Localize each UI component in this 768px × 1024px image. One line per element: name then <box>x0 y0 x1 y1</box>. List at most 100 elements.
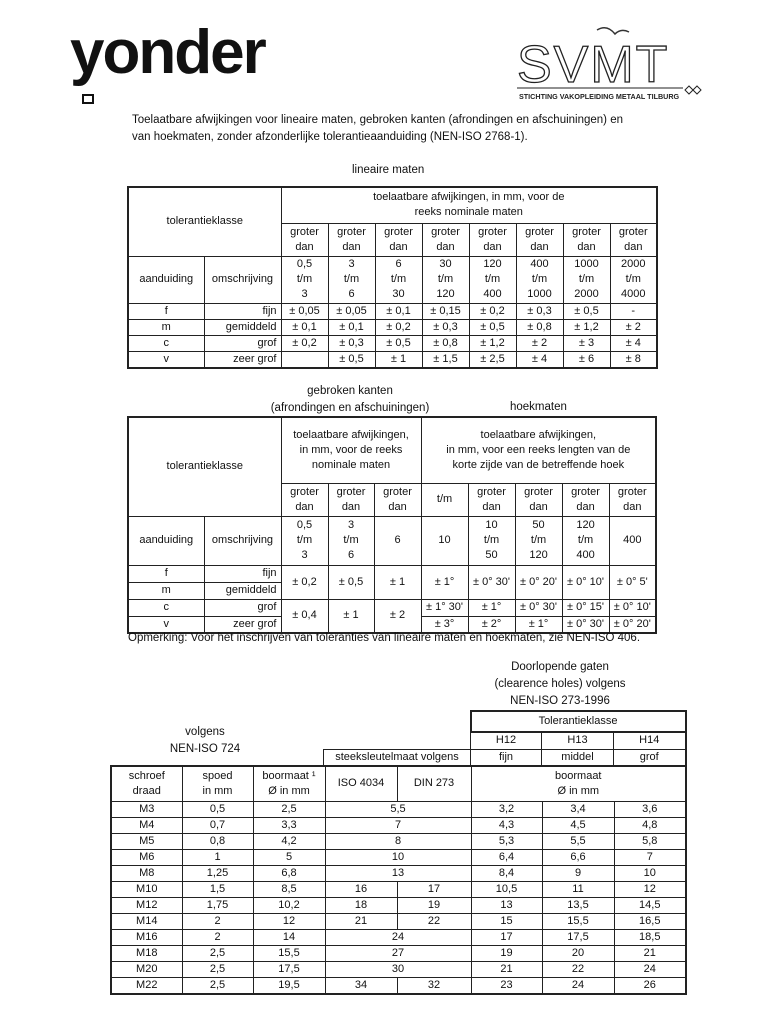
table-cell: 5,5 <box>324 800 472 818</box>
table-cell: 0,7 <box>181 816 254 834</box>
cell-text: 1,25 <box>206 866 229 879</box>
cell-text: aanduiding <box>139 273 194 285</box>
table-cell: ± 0,3 <box>421 318 470 336</box>
table-cell: M4 <box>110 816 183 834</box>
cell-text: M8 <box>139 866 155 879</box>
table-cell: 7 <box>613 848 687 866</box>
cell-text: ± 0° 15' <box>567 601 605 613</box>
cell-line: groter <box>571 485 600 498</box>
table-cell: 5,5 <box>541 832 615 850</box>
table-cell: 4,8 <box>613 816 687 834</box>
intro-line: Toelaatbare afwijkingen voor lineaire ma… <box>132 114 623 126</box>
table-cell: ± 0° 10' <box>608 598 657 617</box>
table-cell: 2,5 <box>252 800 326 818</box>
cell-line: dan <box>623 500 642 513</box>
cell-text: H12 <box>495 734 517 747</box>
cell-line: 3 <box>301 288 308 300</box>
cell-text: 16,5 <box>639 914 661 927</box>
cell-line: 120 <box>529 549 548 561</box>
cell-text: 6,8 <box>281 866 297 879</box>
table-cell: H14 <box>613 731 687 750</box>
cell-text: ± 6 <box>578 352 595 365</box>
table-cell: groter dan <box>562 222 611 257</box>
table-cell: 13 <box>324 864 472 882</box>
t1-caption: lineaire maten <box>352 164 425 176</box>
cell-line: groter <box>290 485 319 498</box>
cell-text: 3,4 <box>570 802 586 815</box>
caption-line: (clearence holes) volgens <box>494 678 626 690</box>
table-cell: H13 <box>541 731 614 750</box>
table-cell: 10 <box>613 864 687 882</box>
cell-line: dan <box>482 500 501 513</box>
cell-line: t/m <box>483 534 500 546</box>
table-cell: groter dan <box>468 222 517 257</box>
table-cell: groter dan <box>421 222 470 257</box>
cell-line: 400 <box>483 288 502 300</box>
cell-line: t/m <box>437 273 454 285</box>
cell-line: 4000 <box>621 288 646 300</box>
table-cell: ± 2,5 <box>468 350 517 368</box>
table-cell: 3,2 <box>470 800 543 818</box>
cell-line: groter <box>618 225 648 238</box>
cell-text: 10,2 <box>278 898 300 911</box>
cell-text: 14 <box>282 930 296 943</box>
cell-line: t/m <box>578 273 595 285</box>
table-cell: 6 t/m 30 <box>374 255 423 304</box>
cell-text: 5 <box>285 850 293 863</box>
cell-text: ± 2 <box>389 609 406 621</box>
table-cell: 30 t/m 120 <box>421 255 470 304</box>
cell-text: M3 <box>139 802 155 815</box>
table-cell: ± 0,2 <box>280 334 329 352</box>
column-header: schroef draad <box>110 765 183 802</box>
table-cell: ± 6 <box>562 350 611 368</box>
cell-text: 0,7 <box>209 818 226 831</box>
cell-text: c <box>163 336 170 349</box>
table-cell: ± 2° <box>467 615 516 633</box>
table-cell: 0,5 t/m 3 <box>280 515 329 566</box>
table-cell: t/m <box>420 482 469 517</box>
table-cell: 3,6 <box>613 800 687 818</box>
table-cell: 6,4 <box>470 848 543 866</box>
table-cell: 14 <box>252 928 326 946</box>
table-row: M8 1,25 6,8 13 8,4 9 10 <box>110 864 687 882</box>
svmt-logo-subtitle: STICHTING VAKOPLEIDING METAAL TILBURG <box>519 92 680 101</box>
cell-text: m <box>161 320 171 333</box>
table-cell: 24 <box>324 928 472 946</box>
table-cell: 3,4 <box>541 800 615 818</box>
table-cell: zeer grof <box>203 350 282 368</box>
table-cell: 15,5 <box>252 944 326 962</box>
table-cell: 2000 t/m 4000 <box>609 255 658 304</box>
table-cell: 2,5 <box>181 976 254 994</box>
cell-text: omschrijving <box>211 534 274 546</box>
table-cell: fijn <box>203 564 282 583</box>
t2-caption-right: hoekmaten <box>510 401 567 413</box>
cell-line: t/m <box>484 273 501 285</box>
table-row: M10 1,5 8,5 16 17 10,5 11 12 <box>110 880 687 898</box>
table-cell: 19 <box>470 944 543 962</box>
table-cell: 1 <box>181 848 254 866</box>
cell-line: 6 <box>348 288 355 300</box>
intro-text: Toelaatbare afwijkingen voor lineaire ma… <box>132 112 623 146</box>
table-cell: 2 <box>181 928 254 946</box>
cell-line: 50 <box>532 519 545 531</box>
table-cell: ± 0,15 <box>421 302 470 320</box>
table-cell: groter dan <box>373 482 422 517</box>
table-row: tolerantieklasse toelaatbare afwijkingen,… <box>127 416 657 517</box>
cell-text: ± 1 <box>343 609 359 621</box>
cell-text: 21 <box>643 946 656 959</box>
cell-line: t/m <box>390 273 407 285</box>
cell-text: 10,5 <box>495 882 518 895</box>
table-cell: middel <box>541 748 614 767</box>
table-cell: 17 <box>470 928 543 946</box>
cell-line: t/m <box>625 273 641 285</box>
cell-text: 2 <box>214 930 221 943</box>
cell-text: ± 0,3 <box>339 336 364 349</box>
cell-line: 50 <box>485 549 498 561</box>
cell-text: 15,5 <box>278 946 300 959</box>
table-cell: ± 0,1 <box>374 302 423 320</box>
table-row: M5 0,8 4,2 8 5,3 5,5 5,8 <box>110 832 687 850</box>
cell-line: spoed <box>202 769 233 782</box>
cell-text: 19 <box>427 898 441 911</box>
cell-text: ± 2 <box>625 320 641 333</box>
table-cell: 120 t/m 400 <box>468 255 517 304</box>
